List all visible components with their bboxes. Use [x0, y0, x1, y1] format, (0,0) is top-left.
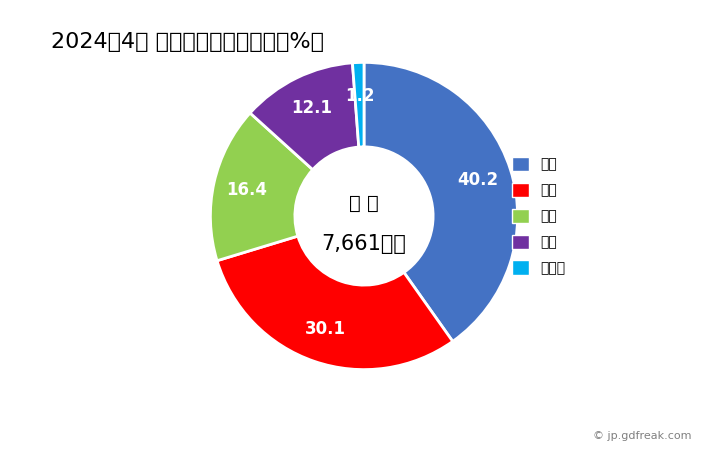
Text: 1.2: 1.2: [345, 87, 374, 105]
Text: © jp.gdfreak.com: © jp.gdfreak.com: [593, 431, 692, 441]
Text: 30.1: 30.1: [305, 320, 346, 338]
Legend: タイ, 中国, 台湾, 韓国, その他: タイ, 中国, 台湾, 韓国, その他: [505, 150, 572, 282]
Wedge shape: [352, 63, 364, 147]
Wedge shape: [217, 236, 453, 369]
Wedge shape: [364, 63, 518, 342]
Text: 40.2: 40.2: [458, 171, 499, 189]
Text: 12.1: 12.1: [290, 99, 332, 117]
Text: 16.4: 16.4: [226, 181, 268, 199]
Text: 2024年4月 輸出相手国のシェア（%）: 2024年4月 輸出相手国のシェア（%）: [51, 32, 324, 51]
Wedge shape: [210, 113, 313, 261]
Wedge shape: [250, 63, 359, 170]
Text: 総 額: 総 額: [349, 194, 379, 213]
Text: 7,661万円: 7,661万円: [322, 234, 406, 254]
